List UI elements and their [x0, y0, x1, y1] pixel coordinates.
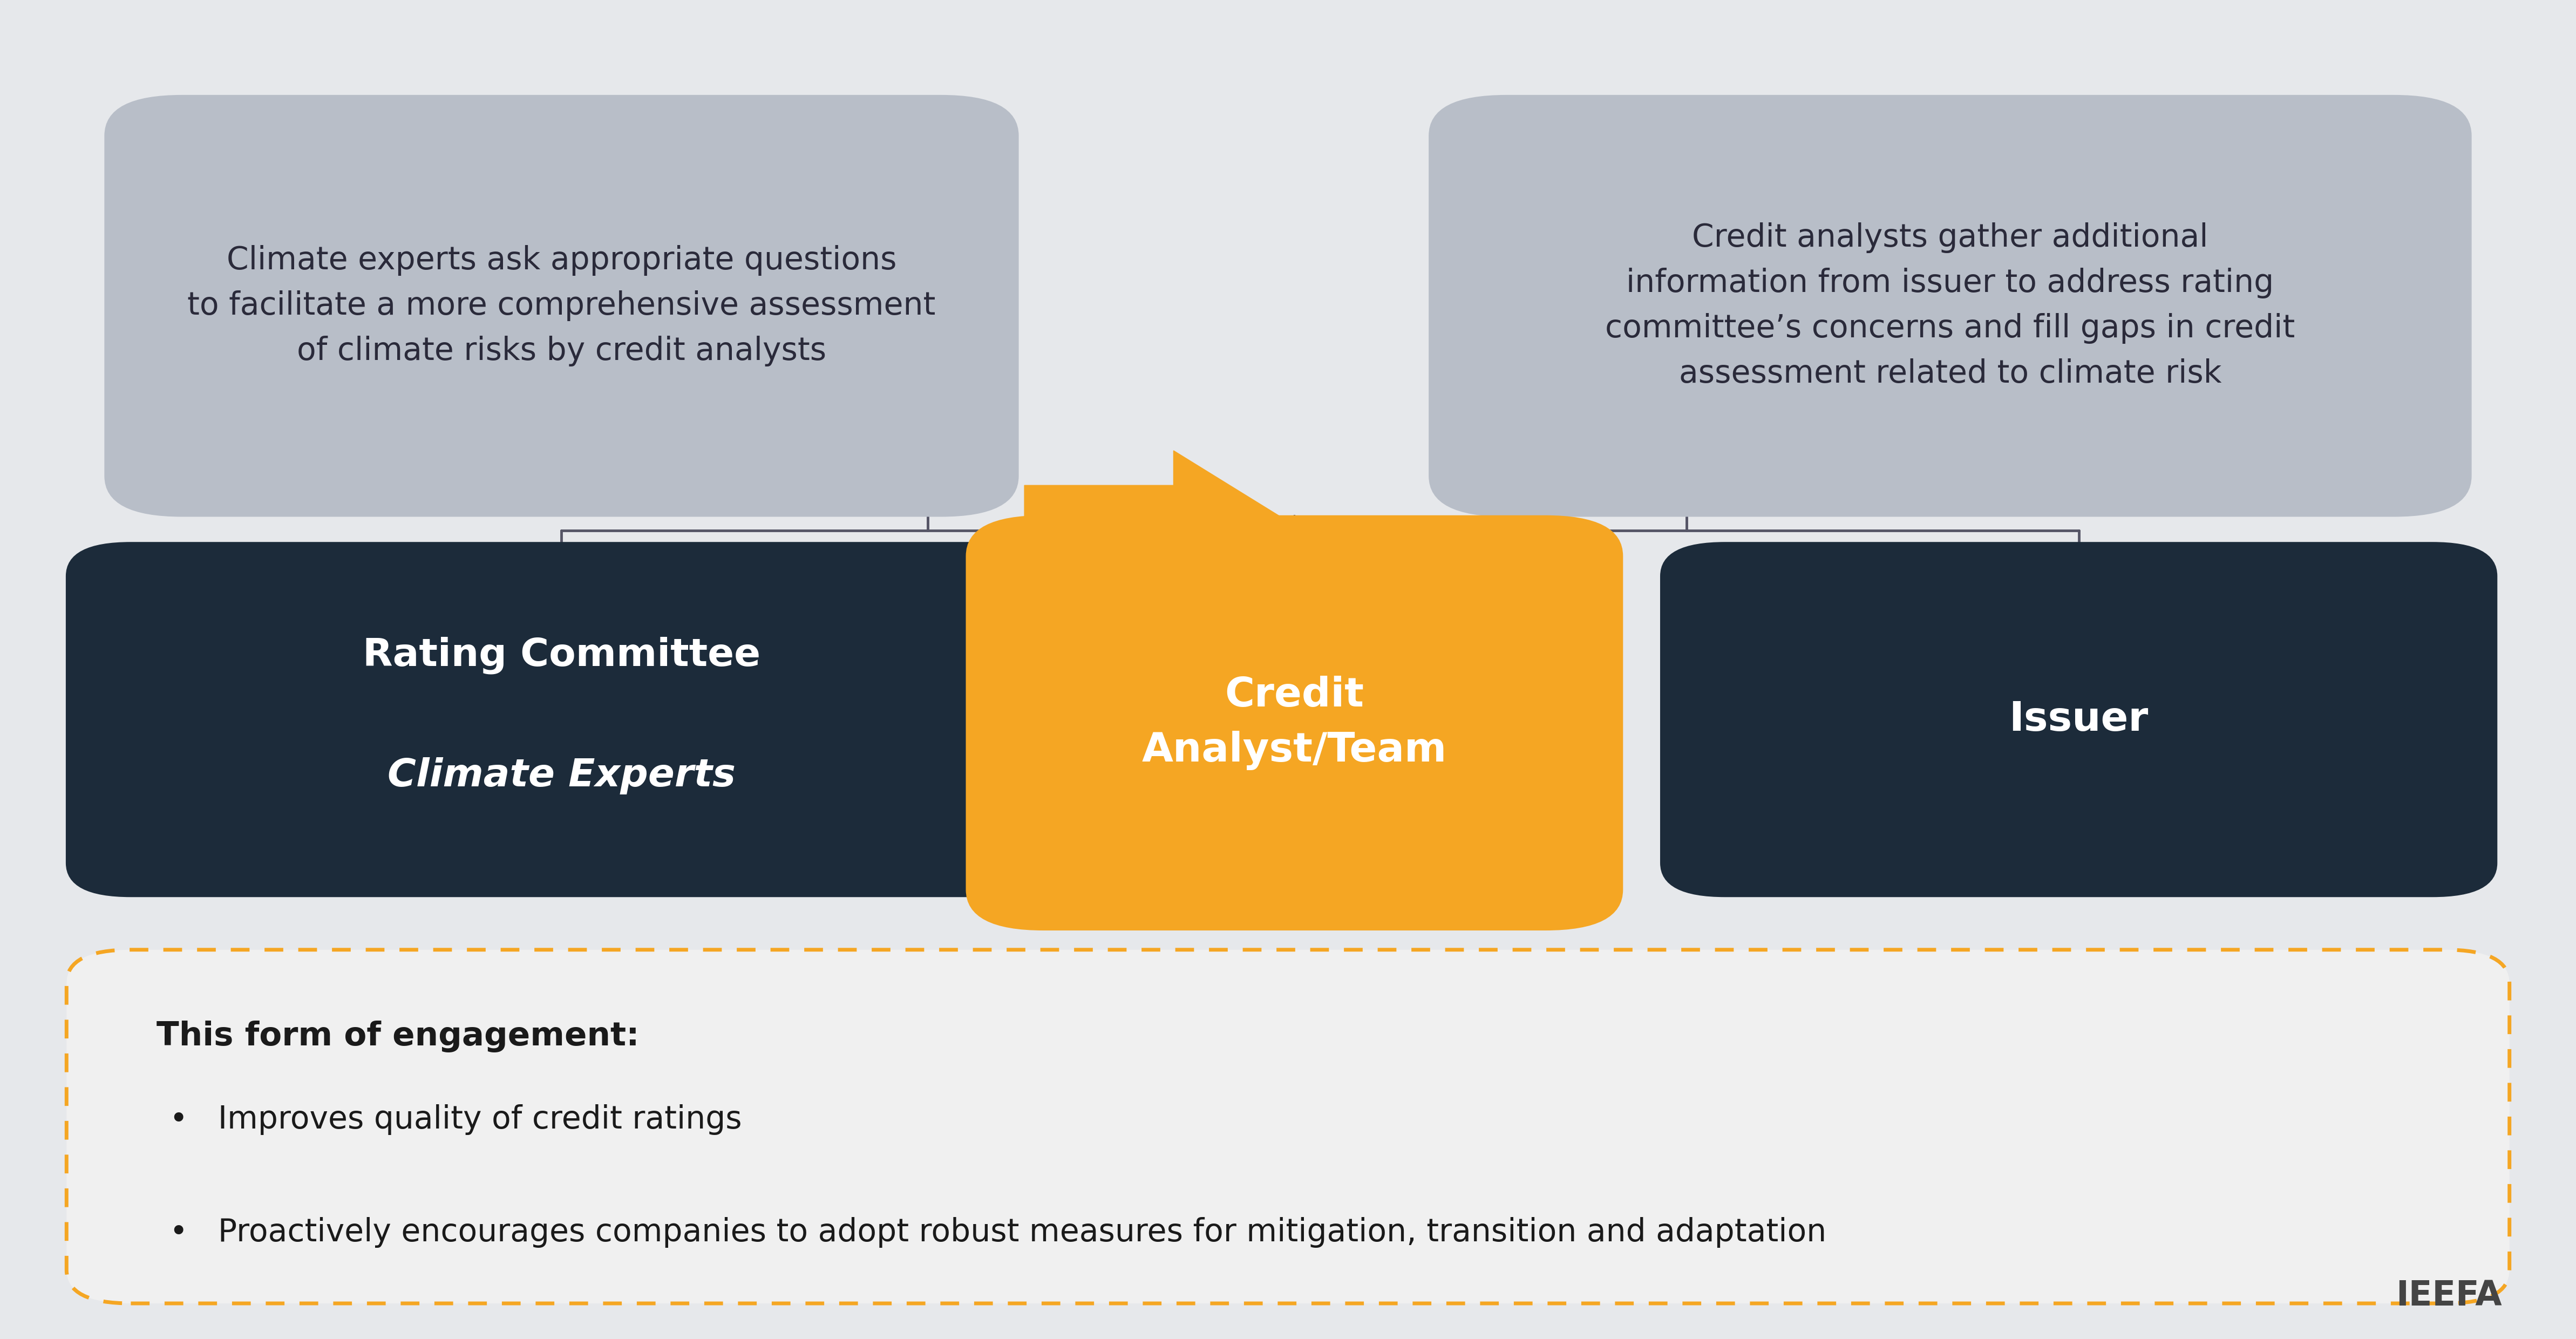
Text: Credit
Analyst/Team: Credit Analyst/Team	[1141, 676, 1448, 770]
Polygon shape	[1025, 451, 1283, 584]
Text: IEEFA: IEEFA	[2396, 1279, 2501, 1312]
Text: This form of engagement:: This form of engagement:	[157, 1020, 639, 1052]
Text: Climate experts ask appropriate questions
to facilitate a more comprehensive ass: Climate experts ask appropriate question…	[188, 245, 935, 367]
FancyBboxPatch shape	[67, 542, 1056, 896]
FancyBboxPatch shape	[1662, 542, 2496, 896]
FancyBboxPatch shape	[1430, 95, 2470, 516]
Text: Issuer: Issuer	[2009, 700, 2148, 739]
Text: Climate Experts: Climate Experts	[386, 757, 737, 794]
Text: •   Proactively encourages companies to adopt robust measures for mitigation, tr: • Proactively encourages companies to ad…	[170, 1217, 1826, 1248]
Text: Credit analysts gather additional
information from issuer to address rating
comm: Credit analysts gather additional inform…	[1605, 222, 2295, 390]
Text: Rating Committee: Rating Committee	[363, 637, 760, 675]
FancyBboxPatch shape	[106, 95, 1018, 516]
FancyBboxPatch shape	[966, 516, 1623, 929]
FancyBboxPatch shape	[67, 949, 2509, 1303]
Text: •   Improves quality of credit ratings: • Improves quality of credit ratings	[170, 1105, 742, 1135]
